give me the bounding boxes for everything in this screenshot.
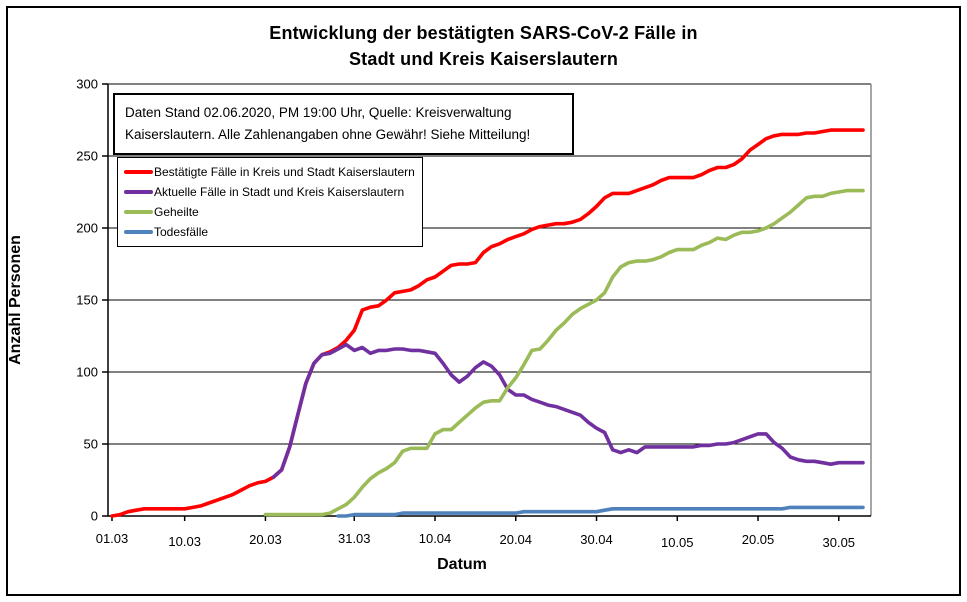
legend-line-purple-icon: [124, 190, 153, 194]
y-tick-label: 150: [76, 293, 98, 308]
legend-line-red-icon: [124, 170, 153, 174]
legend-item-geheilte: Geheilte: [124, 205, 422, 219]
series-line: [271, 342, 865, 479]
y-axis-title: Anzahl Personen: [7, 235, 24, 365]
x-tick-label: 31.03: [338, 531, 371, 546]
chart-border: [6, 6, 961, 596]
chart-title-line1: Entwicklung der bestätigten SARS-CoV-2 F…: [269, 23, 698, 43]
x-tick-label: 20.05: [742, 532, 775, 547]
annotation-line1: Daten Stand 02.06.2020, PM 19:00 Uhr, Qu…: [125, 105, 512, 120]
x-tick-label: 10.04: [419, 531, 452, 546]
x-tick-label: 30.05: [823, 535, 856, 550]
legend-item-aktuelle-faelle: Aktuelle Fälle in Stadt und Kreis Kaiser…: [124, 185, 422, 199]
chart-legend: Bestätigte Fälle in Kreis und Stadt Kais…: [117, 157, 423, 247]
x-tick-label: 30.04: [580, 532, 613, 547]
legend-line-blue-icon: [124, 230, 153, 234]
legend-item-todesfaelle: Todesfälle: [124, 225, 422, 239]
legend-item-bestaetigte-faelle: Bestätigte Fälle in Kreis und Stadt Kais…: [124, 165, 422, 179]
x-tick-label: 20.04: [499, 532, 532, 547]
x-tick-label: 20.03: [249, 532, 282, 547]
y-tick-label: 300: [76, 77, 98, 92]
data-source-annotation: Daten Stand 02.06.2020, PM 19:00 Uhr, Qu…: [113, 93, 574, 156]
x-tick-label: 10.03: [168, 534, 201, 549]
x-tick-label: 01.03: [96, 531, 129, 546]
annotation-line2: Kaiserslautern. Alle Zahlenangaben ohne …: [125, 126, 531, 142]
x-tick-label: 10.05: [661, 535, 694, 550]
y-tick-label: 0: [91, 509, 98, 524]
series-line: [263, 188, 865, 517]
chart-title-line2: Stadt und Kreis Kaiserslautern: [348, 49, 619, 70]
legend-label: Aktuelle Fälle in Stadt und Kreis Kaiser…: [154, 185, 405, 199]
x-axis-title: Datum: [437, 556, 487, 573]
chart-title: Entwicklung der bestätigten SARS-CoV-2 F…: [0, 20, 967, 72]
y-tick-label: 50: [84, 437, 98, 452]
legend-label: Bestätigte Fälle in Kreis und Stadt Kais…: [154, 165, 415, 179]
series-line: [336, 505, 865, 518]
y-tick-label: 100: [76, 365, 98, 380]
y-tick-label: 200: [76, 221, 98, 236]
y-tick-label: 250: [76, 149, 98, 164]
series-line: [110, 128, 865, 518]
legend-label: Geheilte: [154, 205, 199, 219]
legend-label: Todesfälle: [154, 225, 209, 239]
legend-line-green-icon: [124, 210, 153, 214]
